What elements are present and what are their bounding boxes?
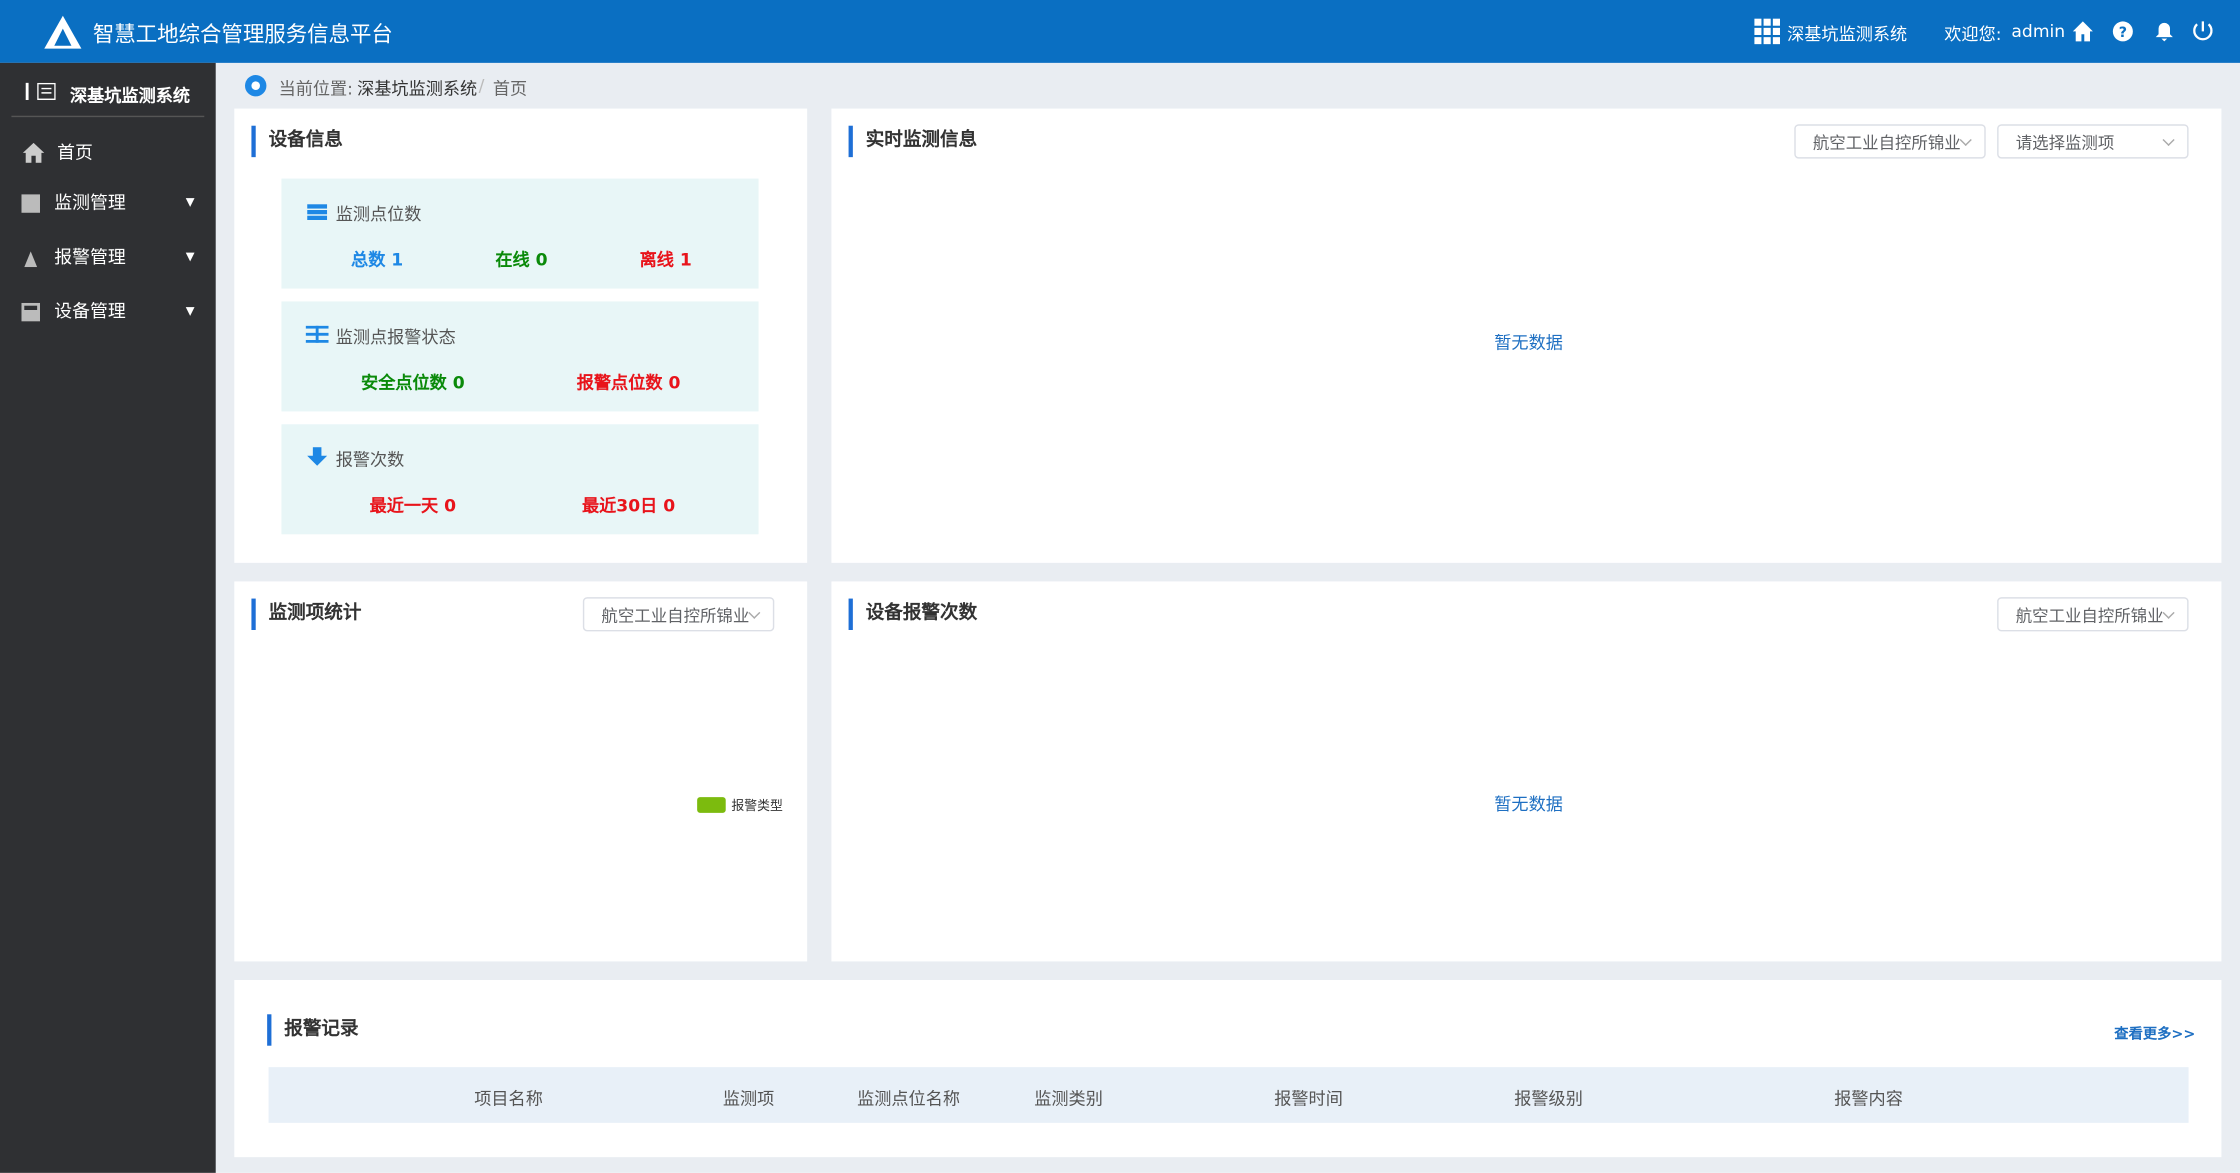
user[interactable]: admin: [2011, 21, 2066, 42]
stat-group: 监测点报警状态 安全点位数 0 报警点位数 0: [281, 301, 759, 412]
panel-title: 报警记录: [267, 1014, 359, 1046]
column-header: 监测类别: [1034, 1088, 1103, 1109]
header-icons[interactable]: ?: [2071, 20, 2214, 43]
menu-item[interactable]: 设备管理 ▼: [0, 286, 216, 337]
records-panel: 报警记录 查看更多>> 项目名称 监测项 监测点位名称 监测类别 报警时间 报警…: [234, 979, 2222, 1158]
stat: 报警点位数 0: [576, 372, 681, 393]
stat: 在线 0: [495, 249, 548, 270]
apps-icon[interactable]: [1754, 18, 1780, 45]
select[interactable]: 航空工业自控所锦业: [582, 597, 775, 632]
more-link[interactable]: 查看更多>>: [2114, 1027, 2196, 1043]
system-switch[interactable]: 深基坑监测系统: [1787, 24, 1908, 45]
device-info-panel: 设备信息 监测点位数 总数 1 在线 0 离线 1 监测点报警状态 安全点位数 …: [234, 108, 808, 563]
column-header: 报警时间: [1274, 1088, 1343, 1109]
divider: [11, 115, 205, 118]
column-header: 报警内容: [1834, 1088, 1903, 1109]
realtime-panel: 实时监测信息 航空工业自控所锦业 请选择监测项 暂无数据: [831, 108, 2222, 563]
table-header: 项目名称 监测项 监测点位名称 监测类别 报警时间 报警级别 报警内容: [268, 1067, 2189, 1123]
select[interactable]: 航空工业自控所锦业: [1794, 124, 1986, 159]
panel-title: 设备报警次数: [848, 598, 977, 630]
location-icon: [244, 74, 267, 97]
panel-title: 设备信息: [251, 125, 343, 158]
panel-title: 监测项统计: [251, 598, 361, 630]
breadcrumb-item: 首页: [492, 78, 528, 99]
sidebar: 深基坑监测系统 首页 监测管理 ▼ 报警管理 ▼ 设备管理 ▼: [0, 62, 216, 1173]
group-title: 报警次数: [335, 449, 405, 470]
sidebar-title: 深基坑监测系统: [69, 85, 191, 106]
menu-item[interactable]: 首页: [0, 127, 216, 178]
bar: [25, 82, 29, 100]
stat: 最近30日 0: [581, 495, 676, 516]
legend-swatch: [697, 797, 726, 813]
alarm-count-panel: 设备报警次数 航空工业自控所锦业 暂无数据: [831, 581, 2222, 962]
group-title: 监测点位数: [335, 204, 422, 225]
column-header: 项目名称: [474, 1088, 543, 1109]
stat: 安全点位数 0: [361, 372, 465, 393]
header: 智慧工地综合管理服务信息平台 深基坑监测系统 欢迎您: admin ?: [0, 0, 2240, 63]
stat-group: 报警次数 最近一天 0 最近30日 0: [281, 424, 759, 535]
stat: 总数 1: [351, 249, 404, 270]
column-header: 监测项: [722, 1088, 775, 1109]
column-header: 监测点位名称: [857, 1088, 961, 1109]
app-title: 智慧工地综合管理服务信息平台: [92, 21, 393, 48]
stat: 离线 1: [639, 249, 692, 270]
sys-icon: [37, 82, 56, 100]
empty-text: 暂无数据: [1494, 332, 1563, 353]
menu-item[interactable]: 报警管理 ▼: [0, 231, 216, 282]
select[interactable]: 航空工业自控所锦业: [1997, 597, 2189, 632]
welcome: 欢迎您:: [1944, 24, 2002, 45]
breadcrumb-sep: /: [478, 75, 485, 96]
group-title: 监测点报警状态: [335, 327, 456, 348]
item-stats-panel: 监测项统计 航空工业自控所锦业 报警类型: [234, 581, 808, 962]
legend-label: 报警类型: [731, 799, 783, 815]
menu-item[interactable]: 监测管理 ▼: [0, 177, 216, 228]
empty-text: 暂无数据: [1494, 794, 1563, 815]
breadcrumb-label: 当前位置:: [278, 78, 353, 99]
breadcrumb-item[interactable]: 深基坑监测系统: [357, 78, 478, 99]
column-header: 报警级别: [1514, 1088, 1583, 1109]
stat-group: 监测点位数 总数 1 在线 0 离线 1: [281, 178, 759, 289]
panel-title: 实时监测信息: [848, 125, 977, 158]
stat: 最近一天 0: [369, 495, 457, 516]
select[interactable]: 请选择监测项: [1997, 124, 2189, 159]
svg-text:?: ?: [2119, 25, 2127, 41]
logo: [44, 15, 82, 49]
